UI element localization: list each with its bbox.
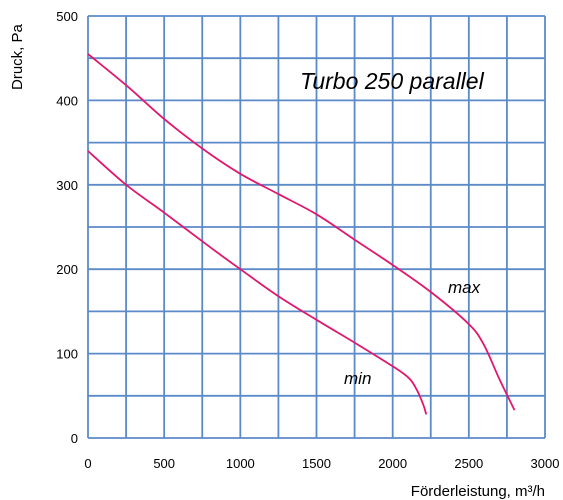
y-tick-label: 0 (71, 431, 78, 446)
y-tick-label: 100 (56, 347, 78, 362)
x-tick-label: 1500 (302, 456, 331, 471)
y-tick-label: 400 (56, 93, 78, 108)
grid (87, 15, 546, 439)
tick-labels: 0 500 1000 1500 2000 2500 3000 0 100 200 300 400 500 (56, 9, 559, 471)
y-tick-label: 500 (56, 9, 78, 24)
x-tick-label: 0 (84, 456, 91, 471)
x-tick-label: 500 (153, 456, 175, 471)
x-axis-label: Förderleistung, m³/h (411, 483, 545, 500)
x-tick-label: 2000 (378, 456, 407, 471)
curves (87, 53, 516, 415)
x-tick-label: 3000 (531, 456, 560, 471)
series-label-max: max (448, 278, 481, 297)
series-line-min (87, 150, 428, 415)
y-axis-label: Druck, Pa (9, 23, 26, 90)
x-tick-label: 1000 (226, 456, 255, 471)
series-line-max (87, 53, 516, 411)
series-label-min: min (344, 369, 371, 388)
y-tick-label: 200 (56, 262, 78, 277)
chart-title: Turbo 250 parallel (300, 68, 485, 94)
x-tick-label: 2500 (454, 456, 483, 471)
y-tick-label: 300 (56, 178, 78, 193)
